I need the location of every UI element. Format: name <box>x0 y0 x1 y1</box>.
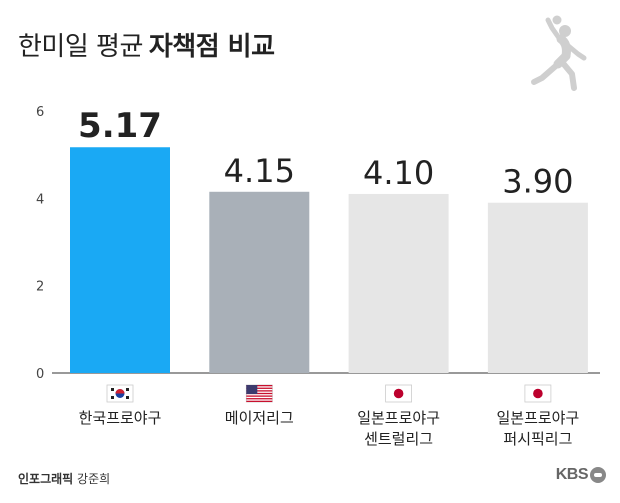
japan-flag-sun <box>393 388 404 399</box>
usa-flag-stripe <box>246 395 273 397</box>
category-label: 한국프로야구 <box>79 409 162 427</box>
y-tick-label: 0 <box>36 367 44 382</box>
usa-flag-stripe <box>246 385 273 387</box>
category-label: 메이저리그 <box>225 409 294 427</box>
usa-flag-stripe <box>246 387 273 389</box>
usa-flag-stripe <box>246 390 273 392</box>
korea-flag-trigram <box>111 396 114 399</box>
chart-title-light: 한미일 평균 <box>18 32 143 62</box>
japan-flag-sun <box>533 388 543 399</box>
korea-flag-trigram <box>126 396 129 399</box>
kbs-logo: KBS <box>556 466 606 484</box>
chart-title: 한미일 평균 자책점 비교 <box>18 26 275 63</box>
korea-flag-trigram <box>111 388 114 391</box>
kbs-logo-text: KBS <box>555 466 589 483</box>
credit-name: 강준희 <box>77 472 111 486</box>
data-label: 3.90 <box>502 163 573 201</box>
credit: 인포그래픽 강준희 <box>18 470 110 487</box>
usa-flag-stripe <box>246 398 273 400</box>
korea-flag-trigram <box>126 388 129 391</box>
category-label: 일본프로야구 <box>357 409 440 427</box>
category-label: 퍼시픽리그 <box>503 430 572 448</box>
credit-role: 인포그래픽 <box>18 472 74 486</box>
bar <box>70 147 170 373</box>
usa-flag-stripe <box>246 392 273 395</box>
category-label: 일본프로야구 <box>496 409 579 427</box>
y-tick-label: 6 <box>36 105 44 120</box>
bar <box>209 191 310 373</box>
baseball-pitcher-icon <box>531 15 587 91</box>
usa-flag-stripe <box>246 400 273 402</box>
usa-flag-canton <box>246 385 258 394</box>
kbs-logo-mark-icon <box>590 467 606 483</box>
data-label: 4.15 <box>224 152 295 190</box>
chart-title-bold: 자책점 비교 <box>148 32 275 62</box>
category-label: 센트럴리그 <box>364 430 433 448</box>
data-label: 4.10 <box>363 154 434 192</box>
y-tick-label: 2 <box>36 280 44 295</box>
data-label: 5.17 <box>78 106 162 146</box>
bar <box>348 193 449 373</box>
y-tick-label: 4 <box>36 192 44 207</box>
korea-flag-taegeuk-red <box>115 389 125 394</box>
bar <box>487 202 588 373</box>
